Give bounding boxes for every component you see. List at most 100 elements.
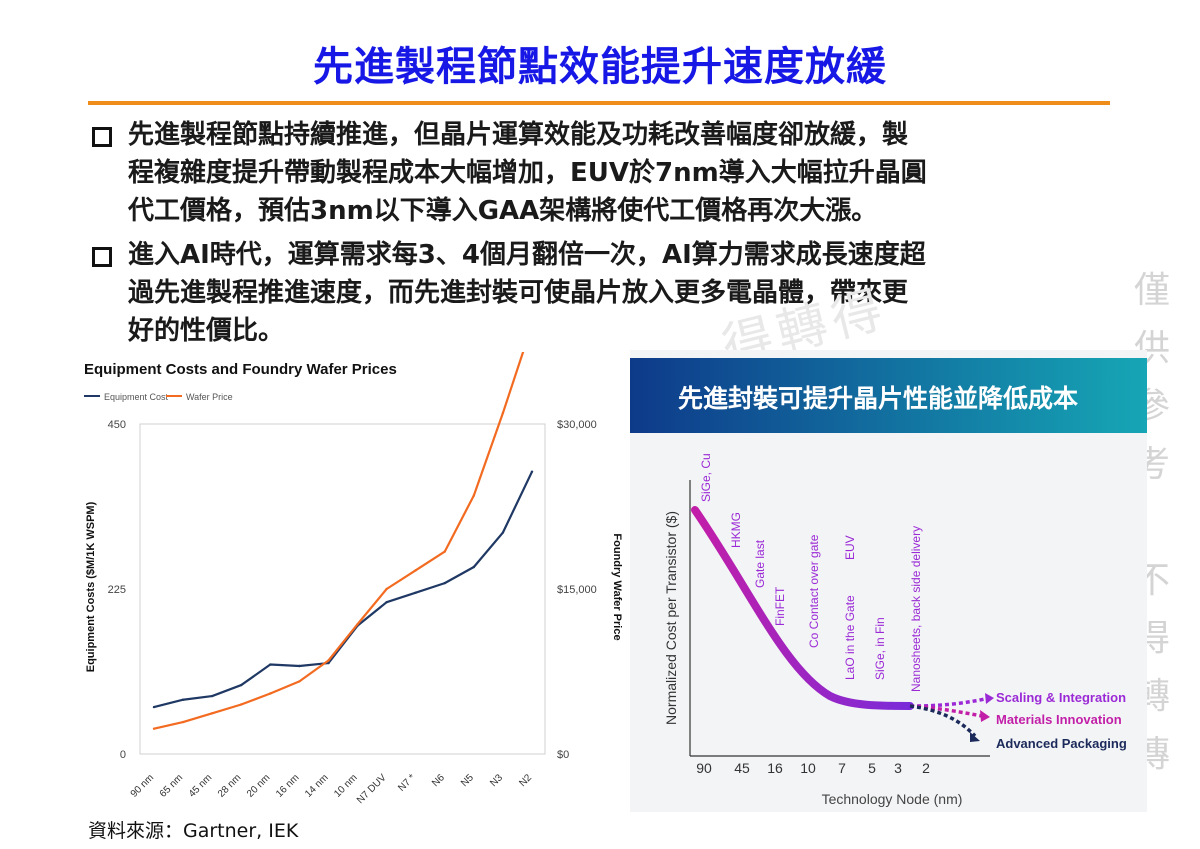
y-tick-left: 450	[108, 419, 126, 431]
bullet-line: 程複雜度提升帶動製程成本大幅增加，EUV於7nm導入大幅拉升晶圓	[128, 158, 927, 188]
data-point-wafer-price	[443, 550, 446, 553]
checkbox-bullet-icon	[92, 247, 112, 267]
bullet-line: 代工價格，預估3nm以下導入GAA架構將使代工價格再次大漲。	[128, 196, 878, 226]
x-tick-label: 28 nm	[216, 772, 243, 799]
plot-frame	[139, 423, 546, 755]
bullet-line: 進入AI時代，運算需求每3、4個月翻倍一次，AI算力需求成長速度超	[128, 240, 926, 270]
data-point-equipment-cost	[414, 591, 417, 594]
data-point-wafer-price	[152, 727, 156, 730]
x-tick-label: 5	[868, 760, 876, 776]
x-tick-label: 16 nm	[274, 772, 301, 799]
checkbox-bullet-icon	[92, 127, 112, 147]
data-point-equipment-cost	[240, 683, 243, 687]
x-tick-label: 20 nm	[245, 772, 272, 799]
data-point-equipment-cost	[385, 601, 388, 604]
x-tick-label: 2	[922, 760, 930, 776]
banner-title: 先進封裝可提升晶片性能並降低成本	[678, 384, 1078, 413]
y-tick-right: $0	[557, 749, 569, 761]
y-tick-right: $30,000	[557, 419, 597, 431]
y-axis-title: Normalized Cost per Transistor ($)	[663, 511, 679, 725]
x-tick-label: 16	[767, 760, 783, 776]
bullet-line: 過先進製程推進速度，而先進封裝可使晶片放入更多電晶體，帶來更	[128, 278, 909, 308]
source-note: 資料來源：Gartner, IEK	[88, 820, 299, 842]
technology-annotation: LaO in the Gate	[843, 595, 857, 680]
cost-curve	[691, 506, 914, 710]
technology-annotation: FinFET	[773, 586, 787, 626]
bullet-item: 先進製程節點持續推進，但晶片運算效能及功耗改善幅度卻放緩，製 程複雜度提升帶動製…	[92, 116, 1112, 230]
x-tick-label: 45 nm	[187, 772, 214, 799]
technology-annotation: HKMG	[729, 512, 743, 548]
technology-annotation: Co Contact over gate	[807, 534, 821, 648]
data-point-wafer-price	[356, 623, 359, 626]
y-tick-left: 0	[120, 749, 126, 761]
x-tick-label: 65 nm	[158, 772, 185, 799]
x-tick-label: 45	[734, 760, 750, 776]
data-point-wafer-price	[240, 703, 243, 706]
data-point-wafer-price	[414, 569, 417, 572]
data-point-wafer-price	[327, 659, 330, 662]
x-tick-label: 7	[838, 760, 846, 776]
banner	[630, 358, 1147, 433]
data-point-wafer-price	[181, 720, 185, 724]
legend-equipment: Equipment Cost	[104, 392, 169, 402]
data-point-equipment-cost	[472, 565, 476, 569]
y-tick-right: $15,000	[557, 584, 597, 596]
data-point-equipment-cost	[501, 531, 505, 534]
x-tick-label: 3	[894, 760, 902, 776]
equipment-wafer-chart: Equipment Costs and Foundry Wafer Prices…	[84, 352, 623, 806]
data-point-equipment-cost	[269, 663, 272, 666]
x-tick-label: N7 DUV	[355, 772, 389, 806]
bullet-list: 先進製程節點持續推進，但晶片運算效能及功耗改善幅度卻放緩，製 程複雜度提升帶動製…	[92, 116, 1112, 356]
watermark-char: 僅	[1133, 270, 1170, 311]
packaging-arrow	[909, 704, 977, 738]
data-point-wafer-price	[385, 587, 388, 591]
legend-materials: Materials Innovation	[996, 712, 1122, 727]
scaling-arrow-head	[985, 693, 994, 704]
page-title: 先進製程節點效能提升速度放緩	[313, 44, 887, 90]
data-point-wafer-price	[501, 411, 505, 415]
data-point-equipment-cost	[181, 698, 185, 701]
series-line-wafer-price	[153, 352, 525, 730]
y-axis-title-right: Foundry Wafer Price	[611, 533, 623, 640]
legend-packaging: Advanced Packaging	[996, 736, 1127, 751]
materials-arrow-head	[980, 710, 990, 722]
title-underline	[88, 101, 1110, 105]
x-tick-label: N3	[488, 772, 505, 789]
y-tick-left: 225	[108, 584, 126, 596]
bullet-line: 先進製程節點持續推進，但晶片運算效能及功耗改善幅度卻放緩，製	[128, 120, 909, 150]
data-point-wafer-price	[210, 712, 214, 715]
data-point-wafer-price	[472, 494, 476, 497]
data-point-equipment-cost	[152, 705, 156, 709]
data-point-wafer-price	[269, 692, 272, 695]
legend-scaling: Scaling & Integration	[996, 690, 1126, 705]
data-point-equipment-cost	[210, 694, 214, 698]
x-tick-label: N5	[459, 772, 476, 789]
advanced-packaging-chart: 先進封裝可提升晶片性能並降低成本 Normalized Cost per Tra…	[630, 350, 1147, 812]
x-tick-label: N7 *	[396, 772, 418, 794]
x-tick-label: 10 nm	[332, 772, 359, 799]
x-tick-label: 10	[800, 760, 816, 776]
x-tick-label: N2	[517, 772, 534, 789]
data-point-equipment-cost	[327, 661, 330, 665]
technology-annotation: Gate last	[753, 539, 767, 588]
legend-wafer: Wafer Price	[186, 392, 233, 402]
y-axis-title-left: Equipment Costs ($M/1K WSPM)	[85, 501, 97, 672]
x-axis-title: Technology Node (nm)	[822, 791, 963, 807]
series-line-equipment-cost	[153, 471, 533, 709]
x-tick-label: 90 nm	[129, 772, 156, 799]
data-point-equipment-cost	[530, 470, 534, 473]
x-tick-label: N6	[430, 772, 447, 789]
technology-annotation: SiGe, in Fin	[873, 617, 887, 680]
data-point-equipment-cost	[298, 664, 301, 668]
data-point-wafer-price	[298, 680, 301, 683]
packaging-arrow-head	[970, 732, 980, 742]
technology-annotation: SiGe, Cu	[699, 453, 713, 502]
data-point-equipment-cost	[443, 581, 446, 585]
bullet-line: 好的性價比。	[128, 316, 285, 346]
technology-annotation: EUV	[843, 535, 857, 560]
chart-title: Equipment Costs and Foundry Wafer Prices	[84, 361, 397, 378]
bullet-item: 進入AI時代，運算需求每3、4個月翻倍一次，AI算力需求成長速度超 過先進製程推…	[92, 236, 1112, 350]
x-tick-label: 14 nm	[303, 772, 330, 799]
x-tick-label: 90	[696, 760, 712, 776]
technology-annotation: Nanosheets, back side delivery	[909, 526, 923, 692]
